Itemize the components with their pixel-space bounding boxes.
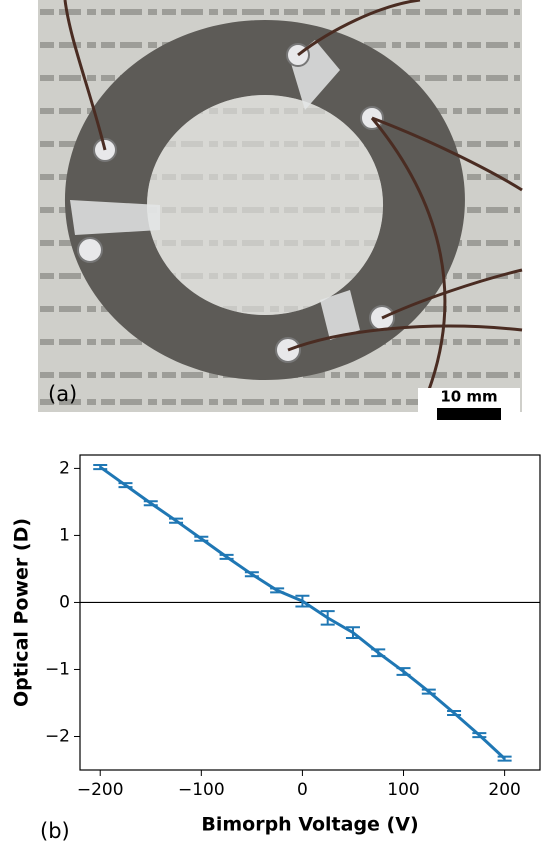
y-tick-label: 2 xyxy=(59,458,70,478)
x-tick-label: 100 xyxy=(387,780,419,800)
error-bar xyxy=(472,732,487,739)
wires xyxy=(63,0,523,413)
error-bar xyxy=(320,610,335,626)
panel-label: (a) xyxy=(48,382,77,406)
solder-joints xyxy=(77,43,395,363)
lens xyxy=(147,95,383,315)
error-bar xyxy=(421,688,436,695)
error-bar xyxy=(295,594,310,608)
photo: 10 mm (a) xyxy=(38,0,523,432)
error-bar xyxy=(270,587,285,594)
x-axis-label: Bimorph Voltage (V) xyxy=(201,814,418,836)
y-axis-label: Optical Power (D) xyxy=(11,518,33,707)
x-tick-label: −100 xyxy=(178,780,225,800)
error-bar xyxy=(244,571,259,578)
y-tick-label: 1 xyxy=(59,525,70,545)
error-bar xyxy=(345,626,360,639)
error-bar xyxy=(169,517,184,524)
y-tick-label: 0 xyxy=(59,592,70,612)
x-tick-label: −200 xyxy=(77,780,124,800)
panel-label: (b) xyxy=(40,819,70,843)
error-bar xyxy=(371,648,386,658)
scale-bar-label: 10 mm xyxy=(440,388,497,406)
plot-frame xyxy=(79,454,541,771)
error-bar xyxy=(143,500,158,507)
error-bar xyxy=(497,755,512,762)
error-bar xyxy=(219,553,234,560)
error-bar xyxy=(93,464,108,471)
error-bar xyxy=(447,710,462,717)
scale-bar xyxy=(437,408,501,420)
chart: −200 −100 0 100 200 −2 −1 0 1 2 Bimorph Voltage (V… xyxy=(11,454,541,843)
data-line xyxy=(99,465,506,760)
error-bar xyxy=(118,482,133,489)
x-tick-label: 0 xyxy=(297,780,308,800)
x-tick-label: 200 xyxy=(488,780,520,800)
y-tick-label: −2 xyxy=(45,726,70,746)
error-bar xyxy=(194,535,209,542)
error-bar xyxy=(396,667,411,676)
y-tick-label: −1 xyxy=(45,659,70,679)
